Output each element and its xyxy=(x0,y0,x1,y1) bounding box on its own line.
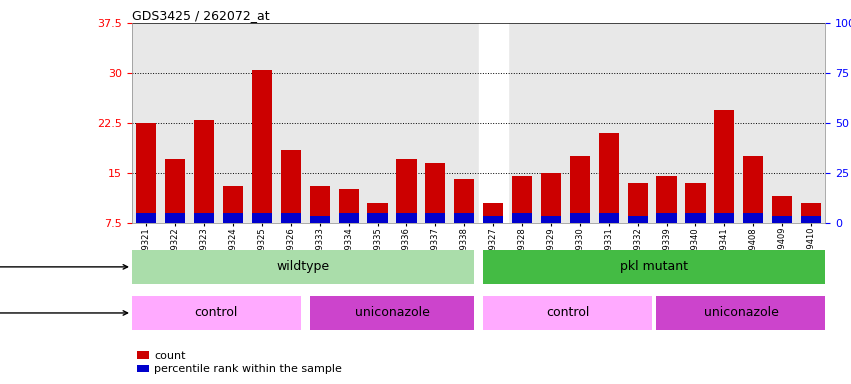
Bar xyxy=(132,296,301,330)
Bar xyxy=(598,133,619,223)
Bar xyxy=(219,23,248,223)
Bar xyxy=(161,23,190,223)
Bar xyxy=(685,183,705,223)
Bar xyxy=(598,213,619,223)
Bar xyxy=(363,23,392,223)
Bar xyxy=(565,23,594,223)
Bar xyxy=(714,109,734,223)
Bar xyxy=(310,186,330,223)
Bar xyxy=(190,23,219,223)
Bar xyxy=(306,23,334,223)
Text: uniconazole: uniconazole xyxy=(704,306,779,319)
Bar xyxy=(507,23,536,223)
Bar xyxy=(397,159,416,223)
Bar xyxy=(512,176,532,223)
Bar xyxy=(483,216,503,223)
Bar xyxy=(681,23,710,223)
Bar xyxy=(368,203,388,223)
Bar xyxy=(334,23,363,223)
Text: genotype/variation: genotype/variation xyxy=(0,262,128,272)
Text: uniconazole: uniconazole xyxy=(355,306,430,319)
Bar xyxy=(623,23,652,223)
Bar xyxy=(248,23,277,223)
Text: GDS3425 / 262072_at: GDS3425 / 262072_at xyxy=(132,9,270,22)
Bar xyxy=(136,123,157,223)
Bar xyxy=(426,163,445,223)
Bar xyxy=(392,23,421,223)
Bar xyxy=(483,203,503,223)
Legend: count, percentile rank within the sample: count, percentile rank within the sample xyxy=(138,351,342,374)
Bar xyxy=(277,23,306,223)
Bar xyxy=(454,213,474,223)
Bar xyxy=(194,213,214,223)
Bar xyxy=(454,179,474,223)
Bar xyxy=(368,213,388,223)
Bar xyxy=(627,216,648,223)
Bar xyxy=(685,213,705,223)
Bar xyxy=(310,296,474,330)
Bar xyxy=(541,173,561,223)
Bar xyxy=(768,23,797,223)
Bar xyxy=(281,213,301,223)
Bar xyxy=(421,23,450,223)
Bar xyxy=(397,213,416,223)
Bar xyxy=(569,213,590,223)
Bar xyxy=(478,23,507,223)
Bar xyxy=(652,23,681,223)
Bar xyxy=(136,213,157,223)
Bar xyxy=(569,156,590,223)
Bar xyxy=(223,213,243,223)
Bar xyxy=(739,23,768,223)
Bar xyxy=(339,189,359,223)
Bar xyxy=(541,216,561,223)
Bar xyxy=(132,250,474,284)
Bar xyxy=(281,149,301,223)
Bar xyxy=(656,176,677,223)
Bar xyxy=(743,213,763,223)
Bar xyxy=(801,203,821,223)
Bar xyxy=(450,23,478,223)
Bar xyxy=(426,213,445,223)
Bar xyxy=(656,296,825,330)
Bar xyxy=(310,216,330,223)
Bar xyxy=(772,216,792,223)
Bar xyxy=(512,213,532,223)
Bar xyxy=(483,250,825,284)
Bar xyxy=(165,159,186,223)
Bar xyxy=(478,23,507,223)
Bar xyxy=(536,23,565,223)
Bar xyxy=(252,213,272,223)
Bar xyxy=(743,156,763,223)
Bar xyxy=(801,216,821,223)
Bar xyxy=(710,23,739,223)
Text: agent: agent xyxy=(0,308,128,318)
Bar xyxy=(132,23,161,223)
Bar xyxy=(252,70,272,223)
Bar xyxy=(656,213,677,223)
Bar xyxy=(223,186,243,223)
Text: control: control xyxy=(545,306,589,319)
Bar xyxy=(714,213,734,223)
Bar xyxy=(594,23,623,223)
Bar xyxy=(483,296,652,330)
Text: pkl mutant: pkl mutant xyxy=(620,260,688,273)
Text: wildtype: wildtype xyxy=(277,260,329,273)
Bar xyxy=(797,23,825,223)
Bar xyxy=(165,213,186,223)
Bar xyxy=(194,119,214,223)
Bar xyxy=(772,196,792,223)
Bar xyxy=(627,183,648,223)
Bar xyxy=(339,213,359,223)
Text: control: control xyxy=(195,306,238,319)
